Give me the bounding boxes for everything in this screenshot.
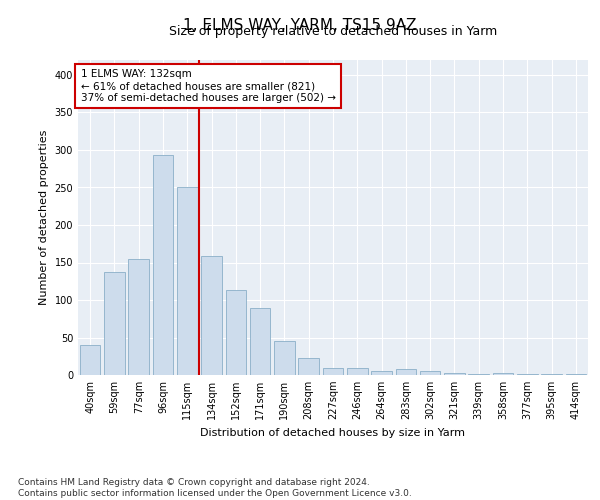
Bar bbox=[128, 259, 149, 375]
Bar bbox=[395, 369, 416, 375]
Bar bbox=[517, 374, 538, 375]
Text: 1 ELMS WAY: 132sqm
← 61% of detached houses are smaller (821)
37% of semi-detach: 1 ELMS WAY: 132sqm ← 61% of detached hou… bbox=[80, 70, 335, 102]
Bar bbox=[298, 358, 319, 375]
Title: Size of property relative to detached houses in Yarm: Size of property relative to detached ho… bbox=[169, 25, 497, 38]
X-axis label: Distribution of detached houses by size in Yarm: Distribution of detached houses by size … bbox=[200, 428, 466, 438]
Bar bbox=[226, 290, 246, 375]
Bar bbox=[104, 272, 125, 375]
Bar bbox=[541, 374, 562, 375]
Bar bbox=[469, 374, 489, 375]
Bar bbox=[80, 345, 100, 375]
Bar bbox=[371, 371, 392, 375]
Text: Contains HM Land Registry data © Crown copyright and database right 2024.
Contai: Contains HM Land Registry data © Crown c… bbox=[18, 478, 412, 498]
Bar bbox=[420, 371, 440, 375]
Bar bbox=[493, 373, 514, 375]
Y-axis label: Number of detached properties: Number of detached properties bbox=[39, 130, 49, 305]
Bar bbox=[201, 256, 222, 375]
Bar bbox=[347, 368, 368, 375]
Bar bbox=[250, 308, 271, 375]
Bar bbox=[177, 186, 197, 375]
Bar bbox=[152, 155, 173, 375]
Bar bbox=[444, 373, 465, 375]
Bar bbox=[274, 341, 295, 375]
Text: 1, ELMS WAY, YARM, TS15 9AZ: 1, ELMS WAY, YARM, TS15 9AZ bbox=[183, 18, 417, 32]
Bar bbox=[566, 374, 586, 375]
Bar bbox=[323, 368, 343, 375]
